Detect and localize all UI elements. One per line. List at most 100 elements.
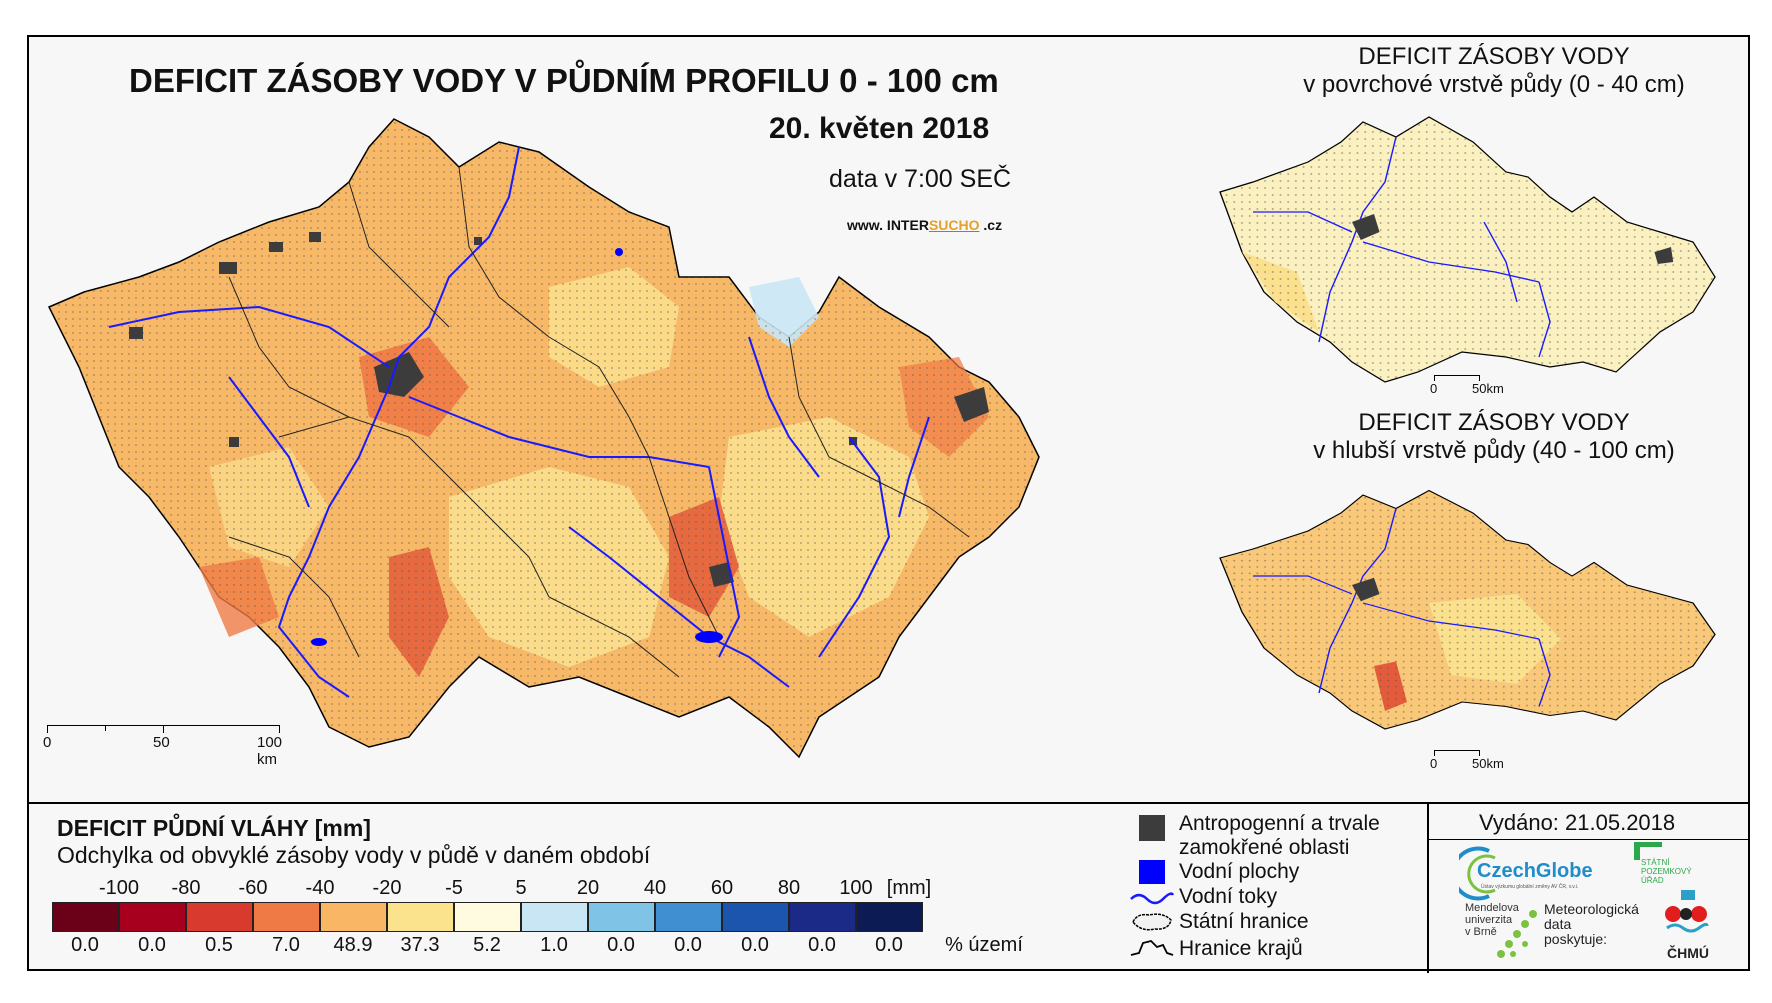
legend-swatch xyxy=(387,902,454,932)
legend-tick: -20 xyxy=(372,877,402,899)
legend-percent: 5.2 xyxy=(473,934,501,956)
legend-tick: -5 xyxy=(445,877,463,899)
key-state-border: Státní hranice xyxy=(1179,910,1309,933)
surface-title-line1: DEFICIT ZÁSOBY VODY xyxy=(1358,43,1630,70)
legend-percent: 1.0 xyxy=(540,934,568,956)
legend-divider xyxy=(29,802,1748,804)
legend-percent: 0.0 xyxy=(71,934,99,956)
web-link[interactable]: www. INTERSUCHO .cz xyxy=(847,217,1002,233)
legend-swatch xyxy=(655,902,722,932)
chmu-logo-icon xyxy=(1665,890,1709,933)
legend-tick-unit: [mm] xyxy=(886,877,932,899)
state-border-icon xyxy=(1132,913,1172,931)
legend-subtitle: Odchylka od obvyklé zásoby vody v půdě v… xyxy=(57,842,651,868)
scale-label: 100 km xyxy=(257,734,283,768)
deep-layer-title: DEFICIT ZÁSOBY VODY v hlubší vrstvě půdy… xyxy=(1224,409,1764,465)
deep-title-line1: DEFICIT ZÁSOBY VODY xyxy=(1358,409,1630,436)
water-swatch xyxy=(1139,860,1165,884)
spu-line1: STÁTNÍ xyxy=(1641,858,1670,867)
legend-tick: -100 xyxy=(98,877,140,899)
key-water-bodies: Vodní plochy xyxy=(1179,860,1300,883)
web-suffix: .cz xyxy=(979,217,1003,233)
mendel-line1: Mendelova xyxy=(1465,902,1519,914)
chmu-logo: ČHMÚ xyxy=(1667,945,1709,961)
key-anthropogenic-line2: zamokřené oblasti xyxy=(1179,836,1350,859)
legend-swatch xyxy=(789,902,856,932)
legend-tick: -40 xyxy=(305,877,335,899)
scale-label: 50 xyxy=(153,734,170,751)
chmu-caption: Meteorologická data poskytuje: xyxy=(1544,902,1639,947)
key-anthropogenic-line1: Antropogenní a trvale xyxy=(1179,812,1380,835)
key-region-border: Hranice krajů xyxy=(1179,937,1303,960)
data-time: data v 7:00 SEČ xyxy=(829,165,1012,193)
legend-swatch xyxy=(722,902,789,932)
legend-tick: -60 xyxy=(238,877,268,899)
anthropogenic-areas xyxy=(129,232,989,587)
rivers xyxy=(108,146,930,698)
legend-tick: -80 xyxy=(171,877,201,899)
main-title: DEFICIT ZÁSOBY VODY V PŮDNÍM PROFILU 0 -… xyxy=(129,62,999,99)
main-scale-bar: 0 50 100 km xyxy=(43,725,287,768)
spu-line3: ÚŘAD xyxy=(1641,876,1664,885)
legend-divider-vertical xyxy=(1427,803,1429,973)
scale-label: 50km xyxy=(1472,756,1504,771)
mendel-line3: v Brně xyxy=(1465,926,1497,938)
region-border-icon xyxy=(1130,940,1174,956)
issued-date: Vydáno: 21.05.2018 xyxy=(1479,810,1676,835)
main-map xyxy=(47,118,1040,759)
region-borders xyxy=(228,166,970,678)
czechglobe-subtitle: Ústav výzkumu globální změny AV ČR, v.v.… xyxy=(1481,884,1579,890)
key-anthropogenic: Antropogenní a trvale zamokřené oblasti xyxy=(1179,812,1380,860)
scale-label: 0 xyxy=(43,734,52,751)
czechglobe-logo-icon xyxy=(1459,846,1496,901)
legend-percent: 0.0 xyxy=(138,934,166,956)
legend-percent: 0.0 xyxy=(808,934,836,956)
legend-tick: 60 xyxy=(710,877,734,899)
scale-label: 0 xyxy=(1430,756,1438,771)
legend-swatch xyxy=(119,902,186,932)
legend-swatch xyxy=(320,902,387,932)
chmu-caption-line2: data xyxy=(1544,916,1572,932)
chmu-caption-line3: poskytuje: xyxy=(1544,931,1608,947)
legend-tick: 40 xyxy=(643,877,667,899)
czechglobe-logo: CzechGlobe xyxy=(1477,860,1593,882)
mendel-dots-icon xyxy=(1497,910,1537,958)
key-rivers: Vodní toky xyxy=(1179,885,1278,908)
web-prefix: www. INTER xyxy=(847,217,929,233)
spu-line2: POZEMKOVÝ xyxy=(1641,867,1692,876)
legend-percent: 0.5 xyxy=(205,934,233,956)
legend-percent: 0.0 xyxy=(674,934,702,956)
legend-percent: 7.0 xyxy=(272,934,300,956)
surface-layer-title: DEFICIT ZÁSOBY VODY v povrchové vrstvě p… xyxy=(1224,43,1764,99)
legend-tick: 20 xyxy=(576,877,600,899)
deep-scale-bar: 0 50km xyxy=(1429,750,1509,780)
spu-logo: STÁTNÍ POZEMKOVÝ ÚŘAD xyxy=(1641,858,1692,885)
legend-tick: 5 xyxy=(515,877,527,899)
legend-tick: 100 xyxy=(839,877,873,899)
legend-swatch xyxy=(186,902,253,932)
deep-title-line2: v hlubší vrstvě půdy (40 - 100 cm) xyxy=(1313,437,1675,464)
scale-label: 50km xyxy=(1472,381,1504,396)
surface-scale-bar: 0 50km xyxy=(1429,375,1509,405)
legend-swatch xyxy=(856,902,923,932)
deep-layer-map xyxy=(1219,489,1716,730)
legend-percent: 0.0 xyxy=(875,934,903,956)
surface-title-line2: v povrchové vrstvě půdy (0 - 40 cm) xyxy=(1303,71,1685,98)
mendel-logo: Mendelova univerzita v Brně xyxy=(1465,902,1519,938)
legend-percent: 37.3 xyxy=(400,934,440,956)
river-line-icon xyxy=(1130,892,1175,905)
scale-label: 0 xyxy=(1430,381,1438,396)
mendel-line2: univerzita xyxy=(1465,914,1513,926)
map-date: 20. květen 2018 xyxy=(769,112,990,145)
legend-swatch xyxy=(588,902,655,932)
anthropogenic-swatch xyxy=(1139,815,1165,841)
spu-logo-icon xyxy=(1634,842,1662,860)
legend-percent: 0.0 xyxy=(607,934,635,956)
legend-percent: 48.9 xyxy=(333,934,373,956)
legend-percent-unit: % území xyxy=(945,934,1023,956)
chmu-caption-line1: Meteorologická xyxy=(1544,901,1639,917)
legend-swatch xyxy=(521,902,588,932)
logos-area: CzechGlobe Ústav výzkumu globální změny … xyxy=(1429,839,1748,972)
legend-swatch xyxy=(253,902,320,932)
legend-title: DEFICIT PŮDNÍ VLÁHY [mm] xyxy=(57,815,371,841)
